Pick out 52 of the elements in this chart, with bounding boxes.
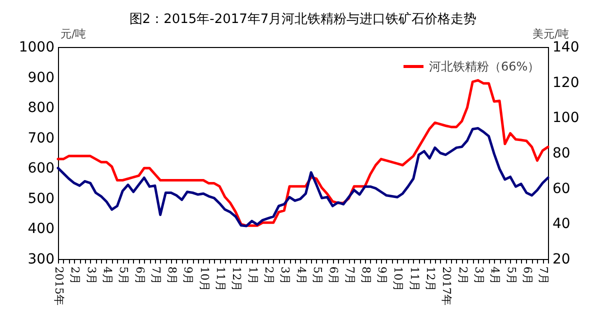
x-tick-label: 5月 [117,266,130,284]
x-tick-label: 8月 [166,266,179,284]
x-tick-label: 7月 [343,266,356,284]
x-tick-label: 3月 [84,266,98,284]
y-tick-label: 800 [28,100,54,116]
x-tick-label: 6月 [133,266,146,284]
y2-tick-label: 60 [552,180,570,197]
x-tick-label: 7月 [149,266,162,284]
x-tick-label: 2月 [68,266,82,284]
y2-tick-label: 140 [552,40,580,56]
x-tick-label: 1月 [246,266,260,284]
x-tick-label: 2月 [262,266,276,284]
x-tick-label: 5月 [504,266,518,284]
y2-tick-label: 20 [552,252,570,268]
y2-tick-label: 100 [552,110,580,126]
x-tick-label: 4月 [100,266,114,284]
x-tick-label: 6月 [327,266,340,284]
x-tick-label: 3月 [278,266,292,284]
x-tick-label: 11月 [214,266,228,292]
x-tick-label: 3月 [472,266,486,284]
x-tick-label: 6月 [520,266,534,284]
y-axis-title: 元/吨 [60,28,86,40]
line-series [56,127,550,228]
line-series [56,79,550,227]
x-tick-label: 2015年 [52,266,66,306]
y-tick-label: 900 [28,70,54,86]
chart-title: 图2：2015年-2017年7月河北铁精粉与进口铁矿石价格走势 [129,12,477,27]
x-tick-label: 11月 [408,266,421,292]
y-tick-label: 600 [28,160,54,177]
legend-label: 河北铁精粉（66%） [429,60,540,74]
x-tick-label: 2月 [456,266,470,284]
x-tick-label: 12月 [230,266,244,292]
y-tick-label: 1000 [18,40,54,56]
x-tick-label: 2017年 [440,266,454,306]
y-tick-label: 400 [28,221,54,238]
x-tick-label: 10月 [198,266,211,292]
x-tick-label: 8月 [359,266,372,284]
x-tick-label: 4月 [488,266,502,284]
x-tick-label: 4月 [294,266,308,284]
y2-tick-label: 120 [552,74,580,91]
x-tick-label: 9月 [182,266,195,284]
y2-axis-title: 美元/吨 [532,28,570,40]
x-tick-label: 9月 [376,266,389,284]
x-tick-label: 5月 [310,266,324,284]
y-tick-label: 500 [28,190,54,207]
y2-tick-label: 40 [552,216,570,232]
y-tick-label: 300 [28,252,54,268]
x-tick-label: 10月 [392,266,405,292]
x-tick-label: 12月 [424,266,438,292]
y-tick-label: 700 [28,130,54,146]
y2-tick-label: 80 [552,146,570,162]
x-tick-label: 7月 [537,266,550,284]
